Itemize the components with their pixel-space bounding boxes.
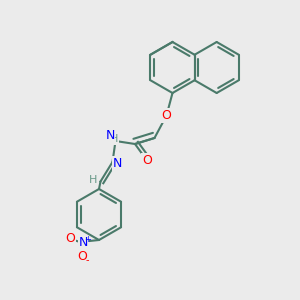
Text: N: N <box>79 236 88 250</box>
Text: N: N <box>105 129 115 142</box>
Text: O: O <box>142 154 152 167</box>
Text: N: N <box>112 157 122 170</box>
Text: O: O <box>162 109 171 122</box>
Text: -: - <box>86 255 89 265</box>
Text: O: O <box>66 232 75 245</box>
Text: H: H <box>89 175 97 185</box>
Text: H: H <box>110 134 118 145</box>
Text: O: O <box>78 250 87 263</box>
Text: +: + <box>85 235 91 244</box>
